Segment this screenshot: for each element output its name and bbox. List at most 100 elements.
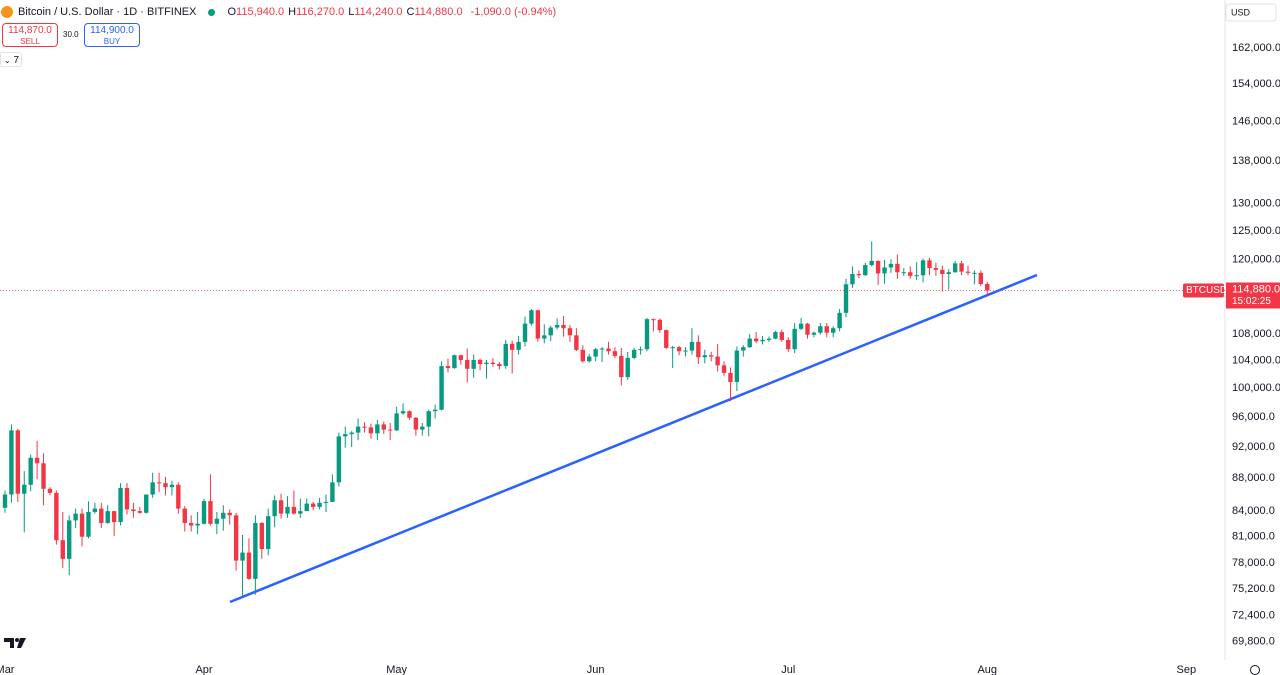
candle-body xyxy=(79,513,85,537)
y-tick-label: 72,400.0 xyxy=(1232,610,1275,622)
candle-body xyxy=(837,312,842,329)
candle-body xyxy=(721,365,727,373)
x-tick-label: Jun xyxy=(587,664,605,675)
y-tick-label: 162,000.0 xyxy=(1232,42,1280,54)
y-tick-label: 92,000.0 xyxy=(1232,441,1275,453)
candle-body xyxy=(542,335,547,339)
candle-body xyxy=(895,263,900,273)
currency[interactable]: USD xyxy=(1231,7,1251,17)
indicators-count[interactable]: 7 xyxy=(13,55,20,66)
candle-body xyxy=(978,272,984,285)
sell-label[interactable]: SELL xyxy=(20,37,40,46)
candle-body xyxy=(240,552,245,561)
currency-box[interactable] xyxy=(1225,3,1277,22)
candle-body xyxy=(676,347,682,352)
candle-body xyxy=(779,332,785,340)
candle-body xyxy=(99,508,104,523)
candle-body xyxy=(304,503,309,512)
candle-body xyxy=(631,349,637,358)
candle-body xyxy=(246,552,252,579)
buy-label[interactable]: BUY xyxy=(103,37,121,46)
candle-body xyxy=(362,426,367,428)
candle-body xyxy=(144,494,149,513)
candle-body xyxy=(728,372,733,382)
candle-body xyxy=(349,432,354,435)
settings-icon[interactable] xyxy=(1250,665,1260,675)
indicators-toggle[interactable]: ⌄ 7 xyxy=(0,52,22,67)
candle-body xyxy=(882,267,887,274)
candle-body xyxy=(843,284,849,313)
candle-body xyxy=(272,500,277,517)
candle-body xyxy=(522,323,528,342)
candle-body xyxy=(587,356,592,362)
candle-body xyxy=(137,511,143,513)
candle-body xyxy=(933,268,939,270)
candle-body xyxy=(554,324,560,328)
candle-body xyxy=(375,424,380,434)
candle-body xyxy=(516,341,521,350)
candle-body xyxy=(651,319,656,321)
candle-body xyxy=(811,332,817,335)
candle-body xyxy=(689,341,695,351)
candle-body xyxy=(509,343,515,350)
candle-body xyxy=(471,359,476,369)
candle-body xyxy=(734,350,740,382)
sell-price[interactable]: 114,870.0 xyxy=(8,25,52,36)
candle-body xyxy=(715,356,720,366)
candle-body xyxy=(965,271,971,273)
trend-line[interactable] xyxy=(229,273,1038,604)
candle-body xyxy=(901,272,906,274)
candle-body xyxy=(330,482,335,502)
symbol-title[interactable]: Bitcoin / U.S. Dollar · 1D · BITFINEX xyxy=(18,6,197,18)
y-tick-label: 130,000.0 xyxy=(1232,197,1280,209)
candle-body xyxy=(818,326,823,333)
candle-body xyxy=(34,457,40,464)
candle-body xyxy=(214,518,220,524)
candle-body xyxy=(863,265,868,276)
candle-body xyxy=(253,522,258,579)
candle-body xyxy=(86,511,91,537)
candle-body xyxy=(952,263,958,273)
candle-body xyxy=(310,503,316,507)
sell-button[interactable]: 114,870.0 SELL xyxy=(2,23,58,47)
candle-body xyxy=(400,411,406,414)
y-tick-label: 120,000.0 xyxy=(1232,254,1280,266)
candle-body xyxy=(317,502,322,507)
candle-body xyxy=(561,324,566,329)
candle-body xyxy=(445,366,451,369)
candle-body xyxy=(9,430,14,495)
candle-body xyxy=(927,260,932,269)
candle-body xyxy=(465,359,470,369)
y-tick-label: 96,000.0 xyxy=(1232,411,1275,423)
last-price-badge xyxy=(1226,282,1280,309)
candle-body xyxy=(233,515,239,561)
candle-body xyxy=(195,523,200,526)
candle-body xyxy=(773,332,778,339)
candle-body xyxy=(388,429,393,431)
candle-body xyxy=(760,339,765,342)
candle-body xyxy=(227,512,232,516)
y-tick-label: 100,000.0 xyxy=(1232,382,1280,394)
spread: 30.0 xyxy=(63,30,79,39)
candle-body xyxy=(959,263,964,272)
candle-body xyxy=(368,427,374,434)
buy-price[interactable]: 114,900.0 xyxy=(90,25,134,36)
candle-body xyxy=(111,511,117,523)
candle-body xyxy=(60,540,65,559)
x-tick-label: May xyxy=(386,664,407,675)
candle-body xyxy=(381,424,386,430)
candle-body xyxy=(15,430,21,494)
candle-body xyxy=(452,355,457,369)
x-tick-label: Apr xyxy=(195,664,212,675)
candle-body xyxy=(792,328,797,350)
candle-body xyxy=(830,328,836,333)
candle-body xyxy=(612,351,618,356)
candle-body xyxy=(914,275,919,277)
market-status xyxy=(208,8,216,16)
candle-body xyxy=(657,319,663,331)
buy-button[interactable]: 114,900.0 BUY xyxy=(84,23,140,47)
candle-body xyxy=(535,310,541,339)
